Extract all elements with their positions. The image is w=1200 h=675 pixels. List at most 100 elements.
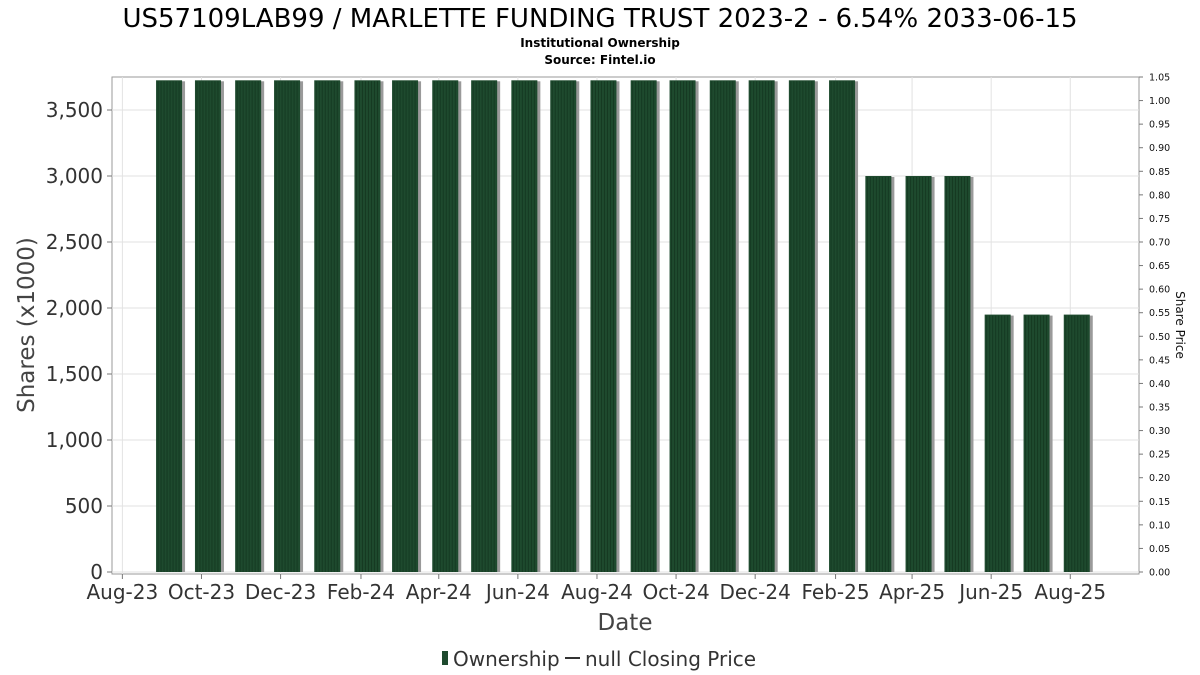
- y-right-tick-label: 0.25: [1149, 450, 1170, 461]
- y-right-tick-label: 0.00: [1149, 568, 1170, 579]
- y-right-tick-label: 0.75: [1149, 214, 1170, 225]
- y-right-tick-label: 0.30: [1149, 426, 1170, 437]
- bar: [1063, 314, 1093, 572]
- y-right-tick-label: 1.05: [1149, 73, 1170, 84]
- bar-body: [905, 176, 932, 572]
- y-axis-left-ticks: 0 500 1,000 1,500 2,000 2,500 3,000 3,500: [46, 98, 112, 584]
- bar: [829, 80, 859, 573]
- y-right-tick-label: 0.55: [1149, 308, 1170, 319]
- legend-closing-price-label: null Closing Price: [585, 647, 756, 671]
- bar-body: [984, 314, 1011, 572]
- bar: [194, 80, 224, 573]
- bar-body: [471, 80, 498, 573]
- x-tick-label: Aug-24: [561, 580, 633, 604]
- bar-body: [709, 80, 736, 573]
- x-tick-label: Jun-24: [484, 580, 550, 604]
- bar-body: [944, 176, 971, 572]
- bar: [788, 80, 818, 573]
- y-axis-right-ticks: 0.00 0.05 0.10 0.15 0.20 0.25 0.30 0.35 0.40 0.45…: [1139, 73, 1170, 579]
- bar-body: [432, 80, 459, 573]
- y-axis-right-title: Share Price: [1173, 291, 1187, 359]
- bar: [511, 80, 541, 573]
- bar-body: [1023, 314, 1050, 572]
- y-right-tick-label: 0.60: [1149, 285, 1170, 296]
- y-right-tick-label: 0.95: [1149, 120, 1170, 131]
- bar: [590, 80, 620, 573]
- legend: Ownership null Closing Price: [442, 647, 756, 671]
- y-right-tick-label: 0.65: [1149, 261, 1170, 272]
- y-tick-label: 3,000: [46, 164, 103, 188]
- bar-body: [314, 80, 341, 573]
- x-tick-label: Oct-23: [168, 580, 235, 604]
- x-tick-label: Aug-25: [1034, 580, 1106, 604]
- x-tick-label: Apr-25: [879, 580, 945, 604]
- y-tick-label: 0: [90, 560, 103, 584]
- y-right-tick-label: 0.50: [1149, 332, 1170, 343]
- bar: [354, 80, 384, 573]
- y-right-tick-label: 0.10: [1149, 520, 1170, 531]
- bar: [471, 80, 501, 573]
- bar: [1023, 314, 1053, 572]
- y-right-tick-label: 0.15: [1149, 497, 1170, 508]
- legend-ownership-swatch: [442, 651, 448, 665]
- y-right-tick-label: 0.80: [1149, 190, 1170, 201]
- bar-body: [748, 80, 775, 573]
- bar-body: [156, 80, 183, 573]
- chart-title: US57109LAB99 / MARLETTE FUNDING TRUST 20…: [122, 4, 1077, 34]
- bar-body: [829, 80, 856, 573]
- y-right-tick-label: 0.90: [1149, 143, 1170, 154]
- chart-source: Source: Fintel.io: [544, 53, 655, 67]
- y-right-tick-label: 0.35: [1149, 403, 1170, 414]
- y-right-tick-label: 1.00: [1149, 96, 1170, 107]
- y-tick-label: 1,500: [46, 362, 103, 386]
- x-axis-title: Date: [598, 610, 653, 636]
- y-right-tick-label: 0.05: [1149, 544, 1170, 555]
- bar: [432, 80, 462, 573]
- x-tick-label: Feb-24: [327, 580, 395, 604]
- bar-body: [354, 80, 381, 573]
- bar-series-ownership: [156, 80, 1093, 573]
- bar: [314, 80, 344, 573]
- y-right-tick-label: 0.70: [1149, 238, 1170, 249]
- bar-body: [1063, 314, 1090, 572]
- bar-body: [630, 80, 657, 573]
- y-axis-title: Shares (x1000): [14, 237, 40, 413]
- y-right-tick-label: 0.45: [1149, 355, 1170, 366]
- bar-body: [550, 80, 577, 573]
- bar-body: [788, 80, 815, 573]
- bar-body: [669, 80, 696, 573]
- bar-body: [511, 80, 538, 573]
- bar: [709, 80, 739, 573]
- x-axis-ticks: Aug-23 Oct-23 Dec-23 Feb-24 Apr-24 Jun-24 Aug-…: [87, 574, 1106, 604]
- y-right-tick-label: 0.20: [1149, 473, 1170, 484]
- x-tick-label: Aug-23: [87, 580, 159, 604]
- bar: [274, 80, 304, 573]
- bar-body: [590, 80, 617, 573]
- bar-body: [392, 80, 419, 573]
- x-tick-label: Feb-25: [802, 580, 870, 604]
- y-tick-label: 3,500: [46, 98, 103, 122]
- y-tick-label: 2,000: [46, 296, 103, 320]
- bar: [392, 80, 422, 573]
- y-right-tick-label: 0.85: [1149, 167, 1170, 178]
- bar-body: [235, 80, 262, 573]
- bar-body: [274, 80, 301, 573]
- y-tick-label: 500: [65, 494, 103, 518]
- bar: [156, 80, 186, 573]
- x-tick-label: Apr-24: [406, 580, 472, 604]
- bar: [748, 80, 778, 573]
- bar: [630, 80, 660, 573]
- x-tick-label: Oct-24: [642, 580, 709, 604]
- bar: [944, 176, 974, 572]
- x-tick-label: Dec-24: [719, 580, 790, 604]
- y-tick-label: 2,500: [46, 230, 103, 254]
- chart-subtitle: Institutional Ownership: [520, 36, 680, 50]
- bar: [865, 176, 895, 572]
- bar: [550, 80, 580, 573]
- bar-body: [865, 176, 892, 572]
- y-right-tick-label: 0.40: [1149, 379, 1170, 390]
- bar: [984, 314, 1014, 572]
- legend-ownership-label: Ownership: [453, 647, 560, 671]
- bar: [905, 176, 935, 572]
